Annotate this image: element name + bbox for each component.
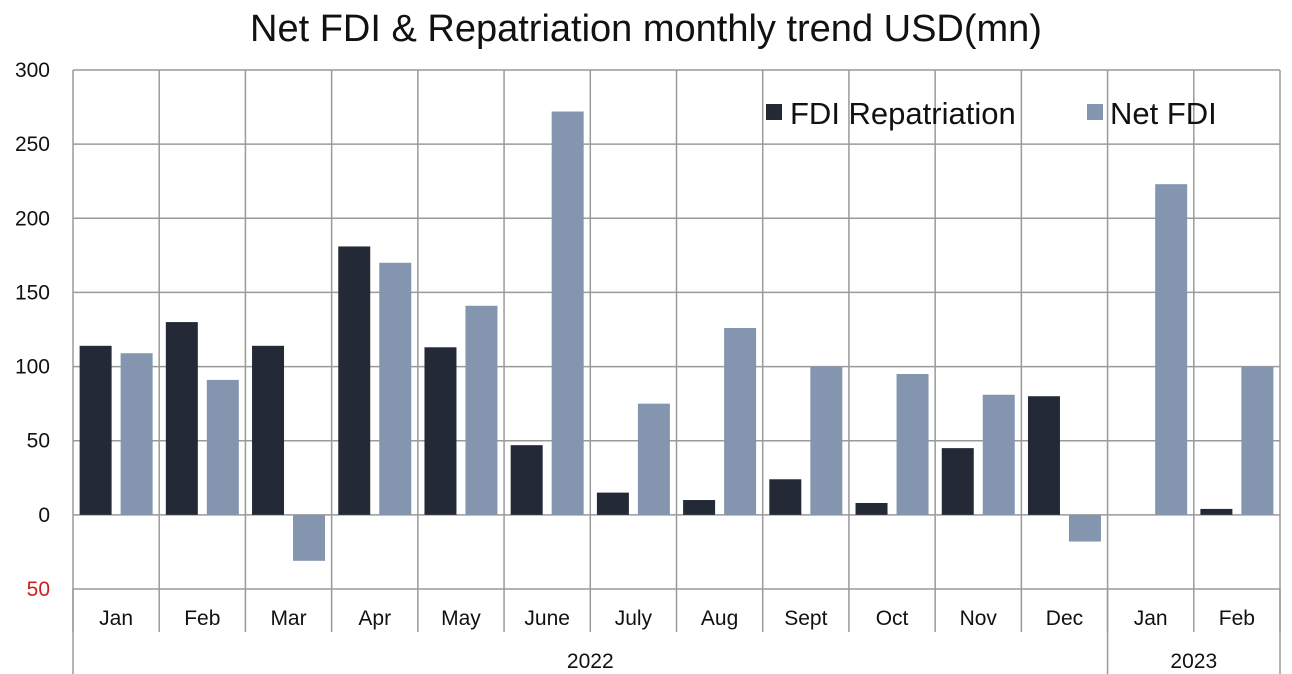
x-group-label: 2023 <box>1170 650 1217 673</box>
x-tick-label: Aug <box>701 607 738 630</box>
legend-swatch <box>1087 104 1103 120</box>
x-tick-label: June <box>524 607 570 630</box>
bar-net-fdi <box>982 394 1015 515</box>
legend-label: FDI Repatriation <box>790 96 1016 131</box>
x-tick-label: Dec <box>1046 607 1083 630</box>
bar-net-fdi <box>206 379 239 515</box>
legend-label: Net FDI <box>1110 96 1217 131</box>
bar-net-fdi <box>551 111 584 515</box>
bar-net-fdi <box>637 403 670 515</box>
bar-fdi-repatriation <box>596 492 629 515</box>
chart-title: Net FDI & Repatriation monthly trend USD… <box>250 8 1042 50</box>
y-tick-label: 100 <box>15 356 50 379</box>
bar-net-fdi <box>465 305 498 515</box>
bar-fdi-repatriation <box>683 500 716 515</box>
bar-fdi-repatriation <box>941 448 974 515</box>
bar-fdi-repatriation <box>165 322 198 515</box>
bar-net-fdi <box>1241 366 1274 515</box>
bar-net-fdi <box>810 366 843 515</box>
bar-net-fdi <box>1155 184 1188 515</box>
y-tick-label: 50 <box>27 578 50 601</box>
y-tick-label: 300 <box>15 59 50 82</box>
legend-swatch <box>766 104 782 120</box>
x-tick-label: Jan <box>1134 607 1168 630</box>
x-tick-label: Sept <box>784 607 827 630</box>
y-tick-label: 200 <box>15 207 50 230</box>
bar-fdi-repatriation <box>510 445 543 515</box>
x-tick-label: July <box>615 607 653 630</box>
bar-net-fdi <box>724 328 757 515</box>
y-tick-label: 0 <box>38 504 50 527</box>
bar-fdi-repatriation <box>1200 508 1233 515</box>
x-group-label: 2022 <box>567 650 614 673</box>
bar-fdi-repatriation <box>1027 396 1060 515</box>
x-tick-label: Oct <box>876 607 909 630</box>
bar-fdi-repatriation <box>79 345 112 515</box>
y-tick-label: 50 <box>27 430 50 453</box>
bar-fdi-repatriation <box>252 345 285 515</box>
bar-net-fdi <box>896 373 929 515</box>
gridlines <box>72 69 1281 590</box>
bar-net-fdi <box>120 353 153 515</box>
axes: 300 250 200 150 100 50 0 50 Jan Feb Mar Apr May June J… <box>15 59 1281 674</box>
y-tick-label: 150 <box>15 281 50 304</box>
x-tick-label: Feb <box>184 607 220 630</box>
x-tick-label: May <box>441 607 481 630</box>
legend: FDI Repatriation Net FDI <box>766 96 1217 131</box>
bars <box>79 111 1274 561</box>
bar-fdi-repatriation <box>855 502 888 515</box>
x-tick-label: Nov <box>960 607 998 630</box>
x-tick-label: Feb <box>1219 607 1255 630</box>
x-tick-label: Mar <box>270 607 306 630</box>
x-tick-label: Jan <box>99 607 133 630</box>
bar-net-fdi <box>1068 514 1101 542</box>
bar-fdi-repatriation <box>769 479 802 515</box>
bar-net-fdi <box>293 514 326 561</box>
y-tick-label: 250 <box>15 133 50 156</box>
bar-fdi-repatriation <box>424 347 457 515</box>
bar-fdi-repatriation <box>338 246 371 515</box>
x-tick-label: Apr <box>358 607 391 630</box>
bar-net-fdi <box>379 262 412 515</box>
